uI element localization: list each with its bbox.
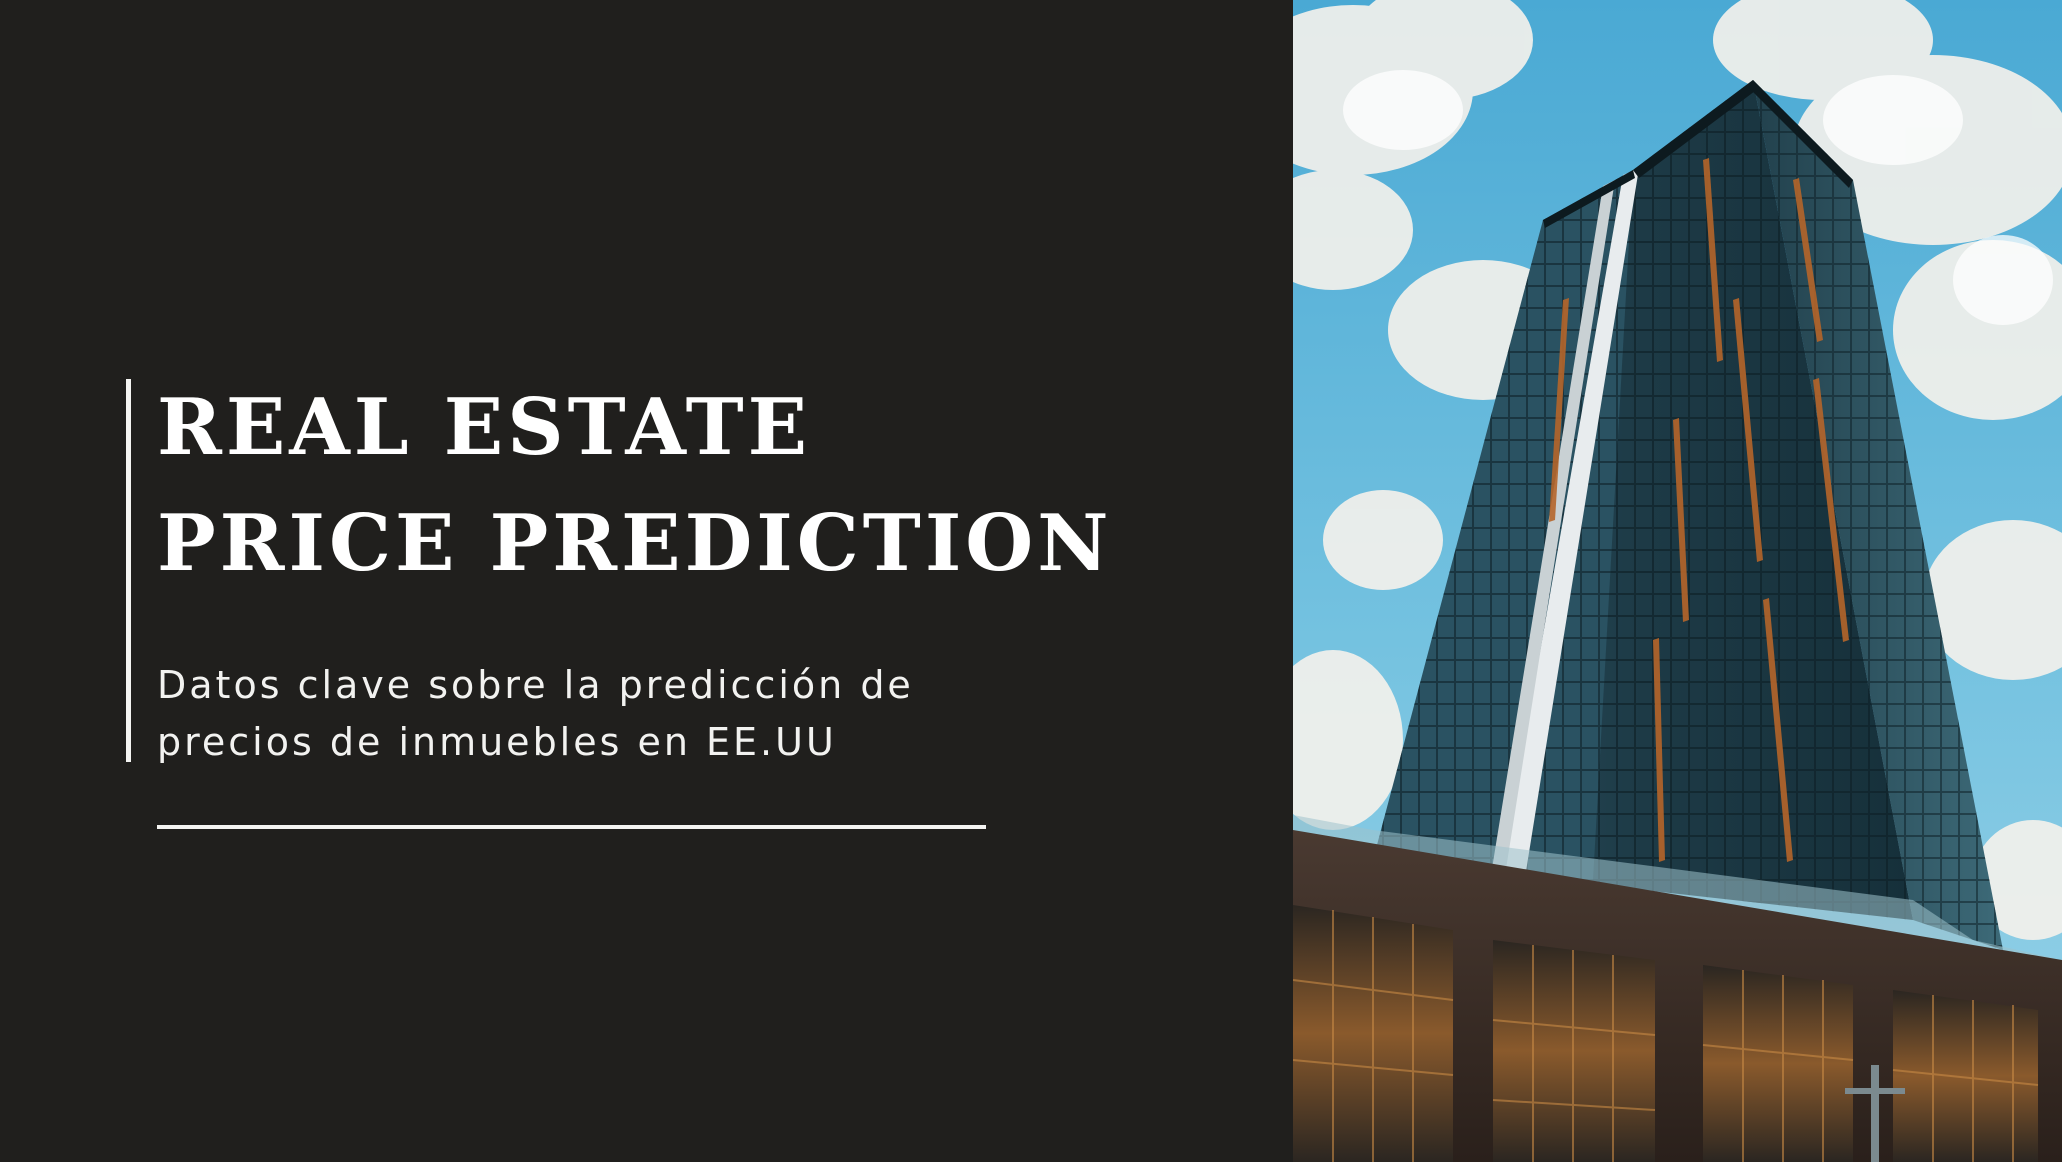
skyscraper-illustration <box>1293 0 2062 1162</box>
skyscraper-photo <box>1293 0 2062 1162</box>
divider-rule <box>157 825 986 829</box>
subtitle-line-1: Datos clave sobre la predicción de <box>157 663 914 707</box>
title-line-1: REAL ESTATE <box>157 382 812 473</box>
title-line-2: PRICE PREDICTION <box>157 498 1113 589</box>
accent-bar <box>126 379 131 762</box>
slide-title: REAL ESTATE PRICE PREDICTION <box>157 370 1157 602</box>
slide-subtitle: Datos clave sobre la predicción de preci… <box>157 657 1057 771</box>
subtitle-line-2: precios de inmuebles en EE.UU <box>157 720 837 764</box>
